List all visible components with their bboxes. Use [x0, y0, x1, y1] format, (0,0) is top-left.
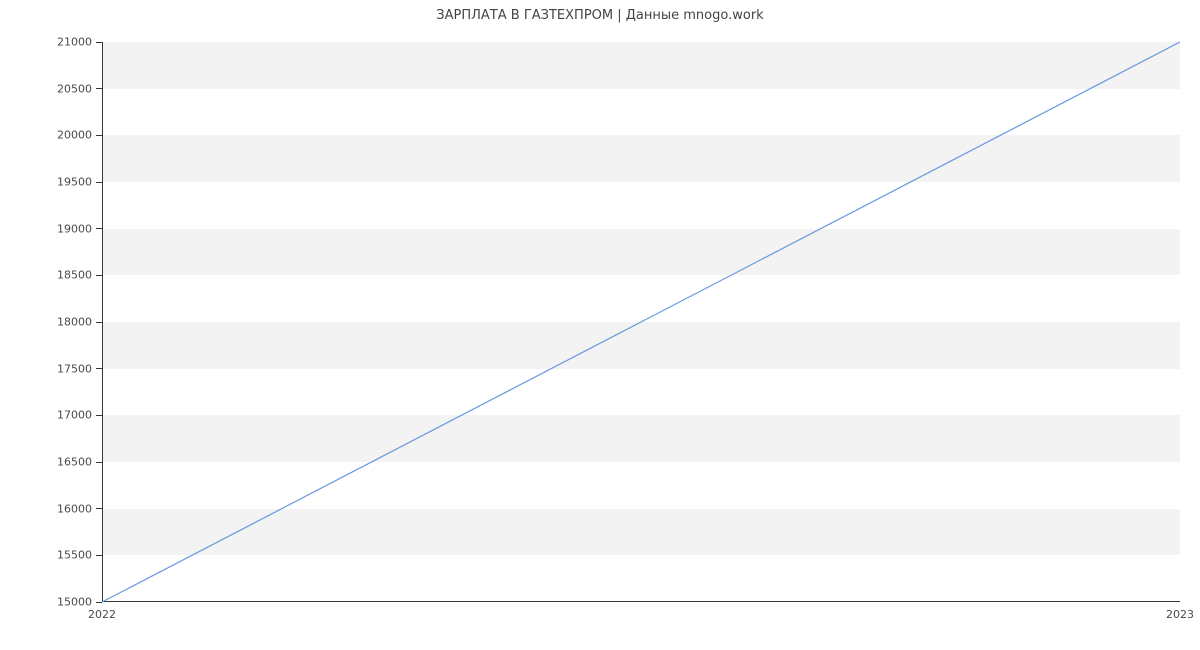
y-axis-label: 17500: [32, 362, 92, 375]
y-axis-label: 15000: [32, 596, 92, 609]
y-axis-label: 19000: [32, 222, 92, 235]
plot-area: 1500015500160001650017000175001800018500…: [102, 42, 1180, 602]
y-axis-label: 18500: [32, 269, 92, 282]
x-axis-label: 2022: [88, 608, 116, 621]
y-axis-label: 20500: [32, 82, 92, 95]
chart-title: ЗАРПЛАТА В ГАЗТЕХПРОМ | Данные mnogo.wor…: [0, 8, 1200, 23]
y-axis-label: 20000: [32, 129, 92, 142]
y-axis-label: 19500: [32, 176, 92, 189]
y-axis-label: 18000: [32, 316, 92, 329]
y-axis-label: 16500: [32, 456, 92, 469]
line-series: [102, 42, 1180, 602]
salary-line: [102, 42, 1180, 602]
x-axis-label: 2023: [1166, 608, 1194, 621]
y-axis-label: 16000: [32, 502, 92, 515]
y-axis-label: 17000: [32, 409, 92, 422]
y-axis-label: 21000: [32, 36, 92, 49]
y-axis-label: 15500: [32, 549, 92, 562]
